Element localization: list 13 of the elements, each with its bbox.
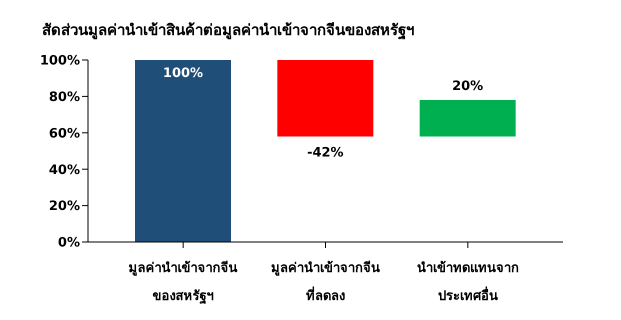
data-label: 100% xyxy=(162,66,204,81)
chart-title: สัดส่วนมูลค่านำเข้าสินค้าต่อมูลค่านำเข้าจากจีนของสหรัฐฯ xyxy=(42,20,414,42)
y-tick-label: 0% xyxy=(58,236,80,251)
y-tick-label: 100% xyxy=(40,54,80,69)
x-tick-label: มูลค่านำเข้าจากจีน ของสหรัฐฯ xyxy=(128,260,238,305)
y-tick-label: 80% xyxy=(48,90,80,106)
x-tick-label: นำเข้าทดแทนจาก ประเทศอื่น xyxy=(416,260,519,304)
y-tick-label: 40% xyxy=(48,162,80,178)
y-tick-label: 20% xyxy=(48,199,80,214)
data-label: -42% xyxy=(307,145,344,160)
data-label: 20% xyxy=(452,79,484,94)
y-tick-label: 60% xyxy=(48,126,80,142)
x-tick-label: มูลค่านำเข้าจากจีน ที่ลดลง xyxy=(271,260,380,304)
